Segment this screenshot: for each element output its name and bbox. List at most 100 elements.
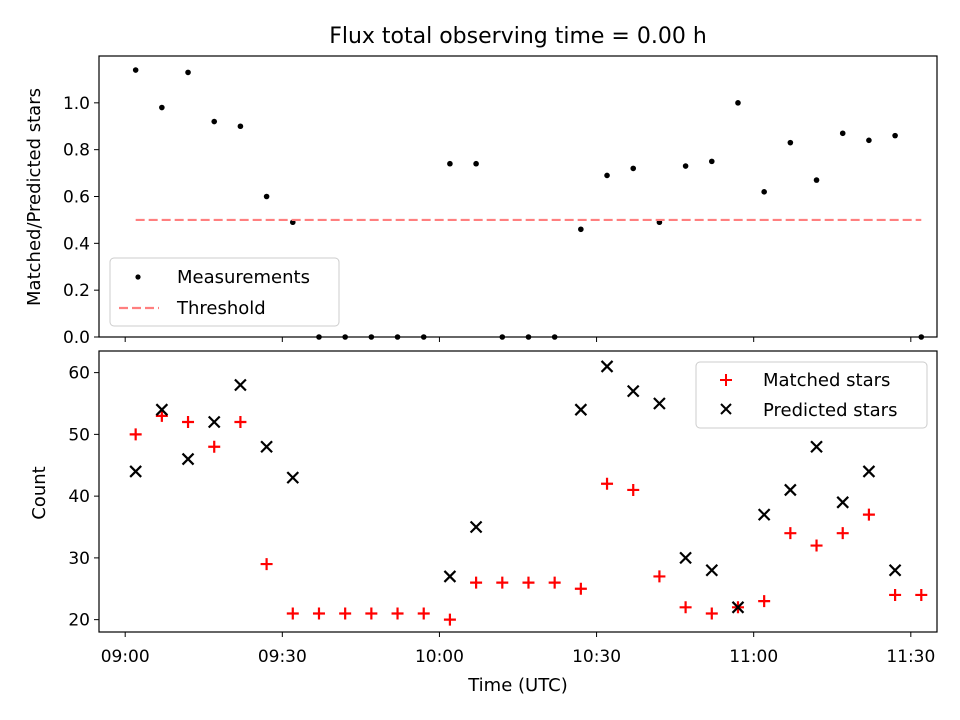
matched-stars-point: [155, 409, 168, 422]
legend-threshold-label: Threshold: [176, 298, 266, 319]
matched-stars-point: [312, 607, 325, 620]
predicted-stars-point: [757, 508, 771, 521]
x-tick-label: 09:00: [101, 647, 150, 667]
matched-stars-point: [522, 576, 535, 589]
legend-measurements-marker: [135, 274, 141, 280]
measurement-point: [839, 130, 846, 137]
matched-stars-point: [679, 601, 692, 614]
predicted-stars-point: [155, 403, 169, 416]
measurement-point: [185, 69, 191, 76]
matched-stars-point: [286, 607, 299, 620]
matched-stars-point: [627, 483, 640, 496]
measurement-point: [761, 189, 767, 195]
predicted-stars-point: [679, 551, 692, 565]
bottom-panel: Count Time (UTC) 20 30 40 50 60 09:00 09:30 10:…: [29, 350, 938, 696]
predicted-stars-point: [731, 601, 745, 614]
bottom-legend: Matched stars Predicted stars: [695, 361, 928, 429]
bottom-y-axis-label: Count: [29, 466, 50, 519]
top-plot-frame: [98, 55, 938, 338]
measurement-point: [447, 160, 453, 167]
matched-stars-point: [574, 582, 587, 595]
predicted-stars-point: [862, 465, 876, 478]
legend-matched-marker: [720, 374, 732, 386]
measurement-point: [813, 177, 820, 183]
top-panel: Flux total observing time = 0.00 h Match…: [24, 24, 938, 348]
x-tick-label: 11:30: [886, 647, 935, 667]
measurement-point: [237, 123, 244, 130]
measurement-point: [630, 165, 637, 172]
matched-stars-point: [260, 558, 273, 571]
top-legend-box: [109, 257, 340, 327]
matched-stars-point: [339, 607, 352, 620]
x-axis-label: Time (UTC): [467, 675, 568, 696]
x-tick-label: 10:00: [415, 647, 464, 667]
top-legend: Measurements Threshold: [109, 257, 340, 327]
top-y-axis-label: Matched/Predicted stars: [24, 88, 45, 306]
matched-stars-point: [443, 613, 456, 626]
predicted-stars-point: [836, 496, 850, 509]
measurement-point: [604, 172, 610, 179]
matched-stars-point: [705, 607, 718, 620]
measurement-point: [787, 139, 794, 146]
measurement-point: [263, 193, 270, 200]
predicted-stars-point: [600, 360, 614, 373]
predicted-stars-point: [286, 471, 300, 484]
matched-stars-point: [365, 607, 378, 620]
measurement-point: [132, 67, 139, 73]
matched-stars-point: [208, 440, 221, 453]
matched-stars-point: [129, 428, 142, 441]
matched-stars-point: [862, 508, 875, 521]
measurement-point: [866, 137, 872, 144]
matched-stars-point: [548, 576, 561, 589]
top-y-tick-label: 0.8: [63, 141, 90, 161]
predicted-stars-point: [626, 384, 640, 398]
matched-stars-point: [915, 588, 928, 601]
legend-measurements-label: Measurements: [177, 267, 310, 288]
predicted-stars-point: [207, 415, 221, 429]
x-tick-label: 09:30: [258, 647, 307, 667]
measurement-point: [892, 132, 898, 139]
predicted-stars-point: [260, 440, 273, 454]
top-y-tick-label: 1.0: [63, 94, 90, 114]
bottom-y-tick-label: 20: [68, 611, 90, 631]
matched-stars-point: [836, 527, 849, 540]
matched-stars-point: [601, 477, 614, 490]
matched-stars-point: [417, 607, 430, 620]
measurement-point: [578, 226, 584, 233]
predicted-stars-point: [653, 397, 666, 410]
matched-stars-point: [889, 588, 902, 601]
measurement-point: [211, 118, 218, 125]
matched-stars-point: [810, 539, 823, 552]
top-y-tick-label: 0.6: [63, 188, 90, 208]
bottom-plot-frame: [98, 350, 938, 633]
measurement-point: [682, 163, 689, 169]
matched-stars-point: [653, 570, 666, 583]
chart-title: Flux total observing time = 0.00 h: [329, 24, 707, 49]
x-tick-label: 10:30: [572, 647, 621, 667]
matched-stars-point: [784, 527, 797, 540]
matched-stars-point: [496, 576, 509, 589]
predicted-stars-point: [129, 465, 142, 478]
predicted-stars-point: [181, 452, 195, 466]
legend-predicted-marker: [720, 403, 732, 415]
predicted-stars-point: [234, 378, 247, 392]
top-y-tick-label: 0.4: [63, 234, 90, 254]
bottom-plot-marks: [129, 360, 928, 626]
bottom-legend-box: [695, 361, 928, 429]
top-y-tick-label: 0.0: [63, 328, 90, 348]
matched-stars-point: [182, 416, 195, 429]
bottom-y-tick-label: 60: [68, 364, 90, 384]
measurement-point: [159, 104, 165, 111]
legend-matched-label: Matched stars: [763, 370, 890, 391]
predicted-stars-point: [705, 563, 719, 577]
bottom-y-tick-label: 40: [68, 487, 90, 507]
measurement-point: [735, 100, 741, 106]
matched-stars-point: [470, 576, 483, 589]
predicted-stars-point: [443, 570, 457, 583]
predicted-stars-point: [810, 440, 823, 454]
predicted-stars-point: [574, 403, 588, 416]
top-plot-marks: [132, 67, 925, 340]
measurement-point: [708, 158, 715, 165]
measurement-point: [473, 160, 479, 167]
